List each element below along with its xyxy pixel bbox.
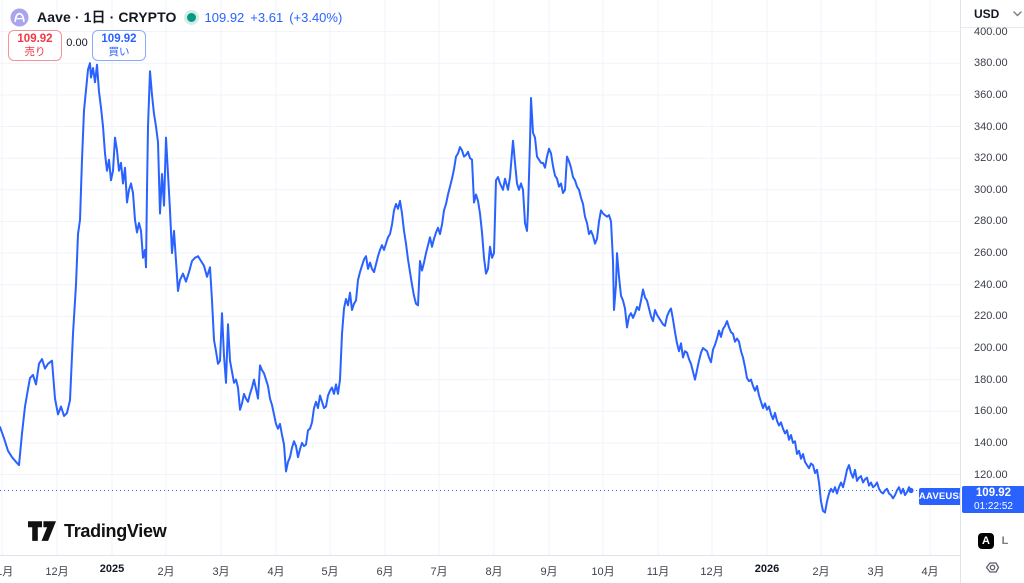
last-price-marker [908,487,914,494]
sell-price: 109.92 [17,32,53,45]
price-tick-label: 340.00 [974,120,1008,133]
time-tick-label: 4月 [267,566,285,578]
time-tick-label: 8月 [485,566,503,578]
currency-selector[interactable]: USD [961,0,1024,28]
price-line [0,62,912,514]
market-status-icon [186,12,196,22]
auto-scale-button[interactable]: A [978,533,994,549]
price-tick-label: 220.00 [974,310,1008,323]
price-tick-label: 140.00 [974,436,1008,449]
time-tick-label: 2月 [812,566,830,578]
current-price-label: 109.92 01:22:52 [962,486,1024,513]
chart-plot-area[interactable]: Aave · 1日 · CRYPTO 109.92 +3.61 (+3.40%)… [0,0,960,555]
symbol-title[interactable]: Aave · 1日 · CRYPTO [37,9,177,25]
time-tick-label: 7月 [430,566,448,578]
settings-gear-icon[interactable] [984,559,1001,576]
series-price-tag: AAVEUSD [919,488,960,505]
time-tick-label: 10月 [591,566,615,578]
sell-label: 売り [24,46,46,59]
price-tick-label: 200.00 [974,342,1008,354]
last-price: 109.92 [204,9,245,25]
time-tick-label: 6月 [376,566,394,578]
current-price-value: 109.92 [975,487,1012,499]
time-tick-label: 3月 [212,566,230,578]
time-tick-label: 3月 [867,566,885,578]
price-axis[interactable]: USD 400.00 380.00 360.00 340.00 320.00 300.00… [960,0,1024,583]
order-panel: 109.92 売り 0.00 109.92 買い [8,30,146,61]
time-tick-label: 11月 [0,566,14,578]
currency-value: USD [974,6,1000,21]
time-tick-label: 9月 [540,566,558,578]
log-scale-button[interactable]: L [997,533,1013,549]
tradingview-logo[interactable]: TradingView [28,521,167,542]
time-tick-label: 4月 [921,566,939,578]
price-tick-label: 180.00 [974,373,1008,386]
time-tick-label: 5月 [321,566,339,578]
time-tick-label: 11月 [646,566,670,578]
time-tick-label: 2026 [754,563,780,575]
price-change: +3.61 [250,9,284,25]
price-tick-label: 120.00 [974,468,1008,481]
aave-logo-icon [10,7,29,27]
spread-value: 0.00 [66,37,88,49]
tradingview-logo-icon [28,521,56,541]
time-tick-label: 12月 [700,566,724,578]
price-change-pct: (+3.40%) [289,9,343,25]
time-tick-label: 2025 [99,563,125,575]
price-tick-label: 320.00 [974,152,1008,165]
price-change-text: 109.92 +3.61 (+3.40%) [205,10,343,25]
tradingview-logo-text: TradingView [64,521,167,541]
buy-price: 109.92 [101,32,137,45]
time-tick-label: 12月 [45,566,69,578]
price-tick-label: 280.00 [974,215,1008,228]
price-tick-label: 400.00 [974,25,1008,38]
time-axis[interactable]: 11月 12月 2025 2月 3月 4月 5月 6月 7月 8月 9月 10月 11月 12月 2026 2… [0,555,960,583]
chevron-down-icon [1013,10,1023,16]
buy-button[interactable]: 109.92 買い [92,30,146,61]
price-tick-label: 240.00 [974,278,1008,291]
price-tick-label: 300.00 [974,183,1008,196]
chart-legend: Aave · 1日 · CRYPTO 109.92 +3.61 (+3.40%) [10,7,342,27]
scale-buttons: A L [978,533,1013,549]
price-line-chart [0,0,960,555]
price-tick-label: 360.00 [974,88,1008,101]
price-tick-label: 380.00 [974,57,1008,70]
sell-button[interactable]: 109.92 売り [8,30,62,61]
price-tick-label: 160.00 [974,405,1008,418]
buy-label: 買い [108,46,130,59]
bar-countdown: 01:22:52 [974,500,1013,512]
time-tick-label: 2月 [157,566,175,578]
price-tick-label: 260.00 [974,247,1008,260]
